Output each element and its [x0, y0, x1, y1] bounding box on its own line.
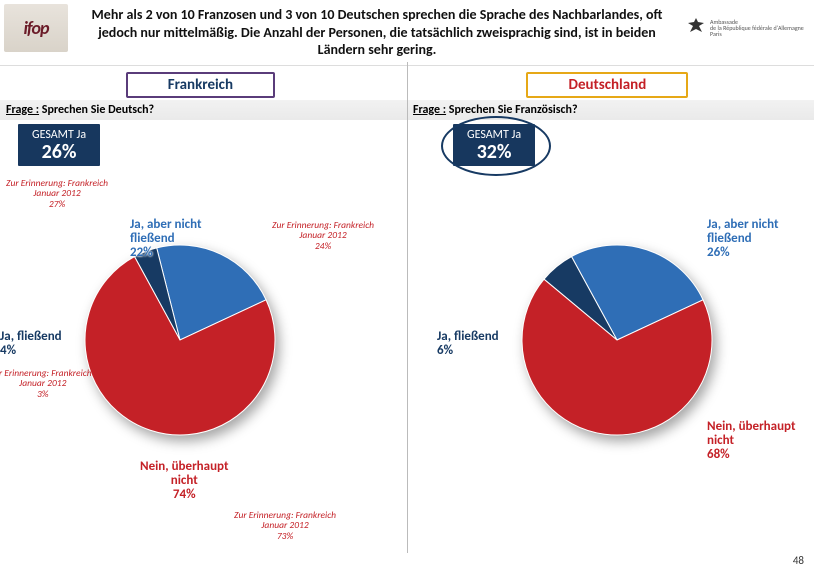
question-right-prefix: Frage :: [413, 103, 446, 117]
label-germany-no-pct: 68%: [707, 448, 796, 462]
recall-4: Zur Erinnerung: Frankreich Januar 2012 7…: [234, 510, 336, 543]
country-box-germany: Deutschland: [526, 72, 688, 98]
chart-france: GESAMT Ja 26% Zur Erinnerung: Frankreich…: [0, 120, 407, 530]
label-germany-fluent-pct: 6%: [437, 344, 499, 358]
label-germany-notfluent: Ja, aber nicht fließend 26%: [707, 218, 778, 261]
label-germany-fluent: Ja, fließend 6%: [437, 330, 499, 359]
label-france-notfluent-l2: fließend: [130, 231, 175, 246]
label-france-fluent-pct: 4%: [0, 344, 62, 358]
recall-2: Zur Erinnerung: Frankreich Januar 2012 2…: [272, 220, 374, 253]
recall-1: Zur Erinnerung: Frankreich Januar 2012 2…: [6, 178, 108, 211]
recall-3: ur Erinnerung: Frankreich Januar 2012 3%: [0, 368, 92, 401]
total-box-france: GESAMT Ja 26%: [18, 124, 100, 166]
chart-germany: GESAMT Ja 32% Ja, aber nicht fließend 26…: [407, 120, 814, 530]
label-germany-no: Nein, überhaupt nicht 68%: [707, 420, 796, 463]
headline-text: Mehr als 2 von 10 Franzosen und 3 von 10…: [68, 4, 686, 61]
label-france-notfluent-pct: 22%: [130, 246, 201, 260]
eagle-icon: [686, 18, 706, 38]
country-box-france: Frankreich: [126, 72, 275, 98]
recall-2-l3: 24%: [272, 241, 374, 252]
ifop-logo: ifop: [4, 4, 68, 52]
label-germany-notfluent-pct: 26%: [707, 246, 778, 260]
question-right: Frage : Sprechen Sie Französisch?: [407, 100, 814, 120]
embassy-logo: Ambassade de la République fédérale d'Al…: [686, 4, 806, 52]
label-germany-no-l1: Nein, überhaupt: [707, 419, 796, 434]
recall-4-l3: 73%: [234, 531, 336, 542]
label-france-notfluent: Ja, aber nicht fließend 22%: [130, 218, 201, 261]
label-france-notfluent-l1: Ja, aber nicht: [130, 217, 201, 232]
label-france-fluent: Ja, fließend 4%: [0, 330, 62, 359]
embassy-line2: de la République fédérale d'Allemagne: [710, 25, 804, 31]
recall-1-l3: 27%: [6, 199, 108, 210]
question-left-prefix: Frage :: [6, 103, 39, 117]
label-france-no-l2: nicht: [171, 473, 198, 488]
highlight-ring: [441, 116, 551, 176]
question-left: Frage : Sprechen Sie Deutsch?: [0, 100, 407, 120]
total-value-france: 26%: [32, 142, 86, 162]
page-number: 48: [793, 554, 804, 567]
label-france-no: Nein, überhaupt nicht 74%: [140, 460, 229, 503]
label-germany-fluent-l1: Ja, fließend: [437, 329, 499, 344]
label-france-no-l1: Nein, überhaupt: [140, 459, 229, 474]
question-right-text: Sprechen Sie Französisch?: [446, 103, 577, 117]
pie-germany: [497, 220, 737, 460]
label-germany-notfluent-l1: Ja, aber nicht: [707, 217, 778, 232]
embassy-line3: Paris: [710, 31, 804, 37]
label-germany-notfluent-l2: fließend: [707, 231, 752, 246]
recall-3-l3: 3%: [0, 389, 92, 400]
label-france-no-pct: 74%: [140, 488, 229, 502]
label-germany-no-l2: nicht: [707, 433, 734, 448]
question-left-text: Sprechen Sie Deutsch?: [39, 103, 154, 117]
label-france-fluent-l1: Ja, fließend: [0, 329, 62, 344]
header: ifop Mehr als 2 von 10 Franzosen und 3 v…: [0, 0, 814, 66]
charts-area: GESAMT Ja 26% Zur Erinnerung: Frankreich…: [0, 120, 814, 530]
